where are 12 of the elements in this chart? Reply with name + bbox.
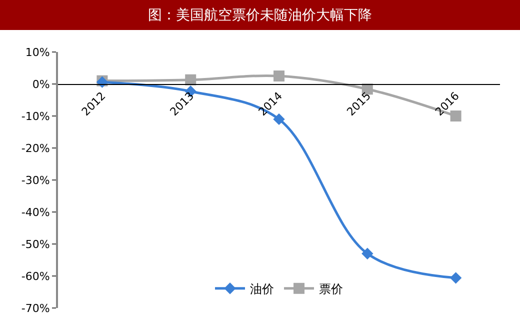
y-tick-label: -20% <box>21 142 50 155</box>
legend-label: 票价 <box>319 282 343 296</box>
y-tick-label: -30% <box>21 174 50 187</box>
y-tick-label: 0% <box>32 78 50 91</box>
y-tick-label: 10% <box>25 46 50 59</box>
y-tick-label: -10% <box>21 110 50 123</box>
y-tick-label: -60% <box>21 270 50 283</box>
y-tick-label: -40% <box>21 206 50 219</box>
y-tick-label: -50% <box>21 238 50 251</box>
chart-title: 图：美国航空票价未随油价大幅下降 <box>148 8 372 24</box>
legend-label: 油价 <box>250 282 274 296</box>
y-tick-label: -70% <box>21 302 50 315</box>
